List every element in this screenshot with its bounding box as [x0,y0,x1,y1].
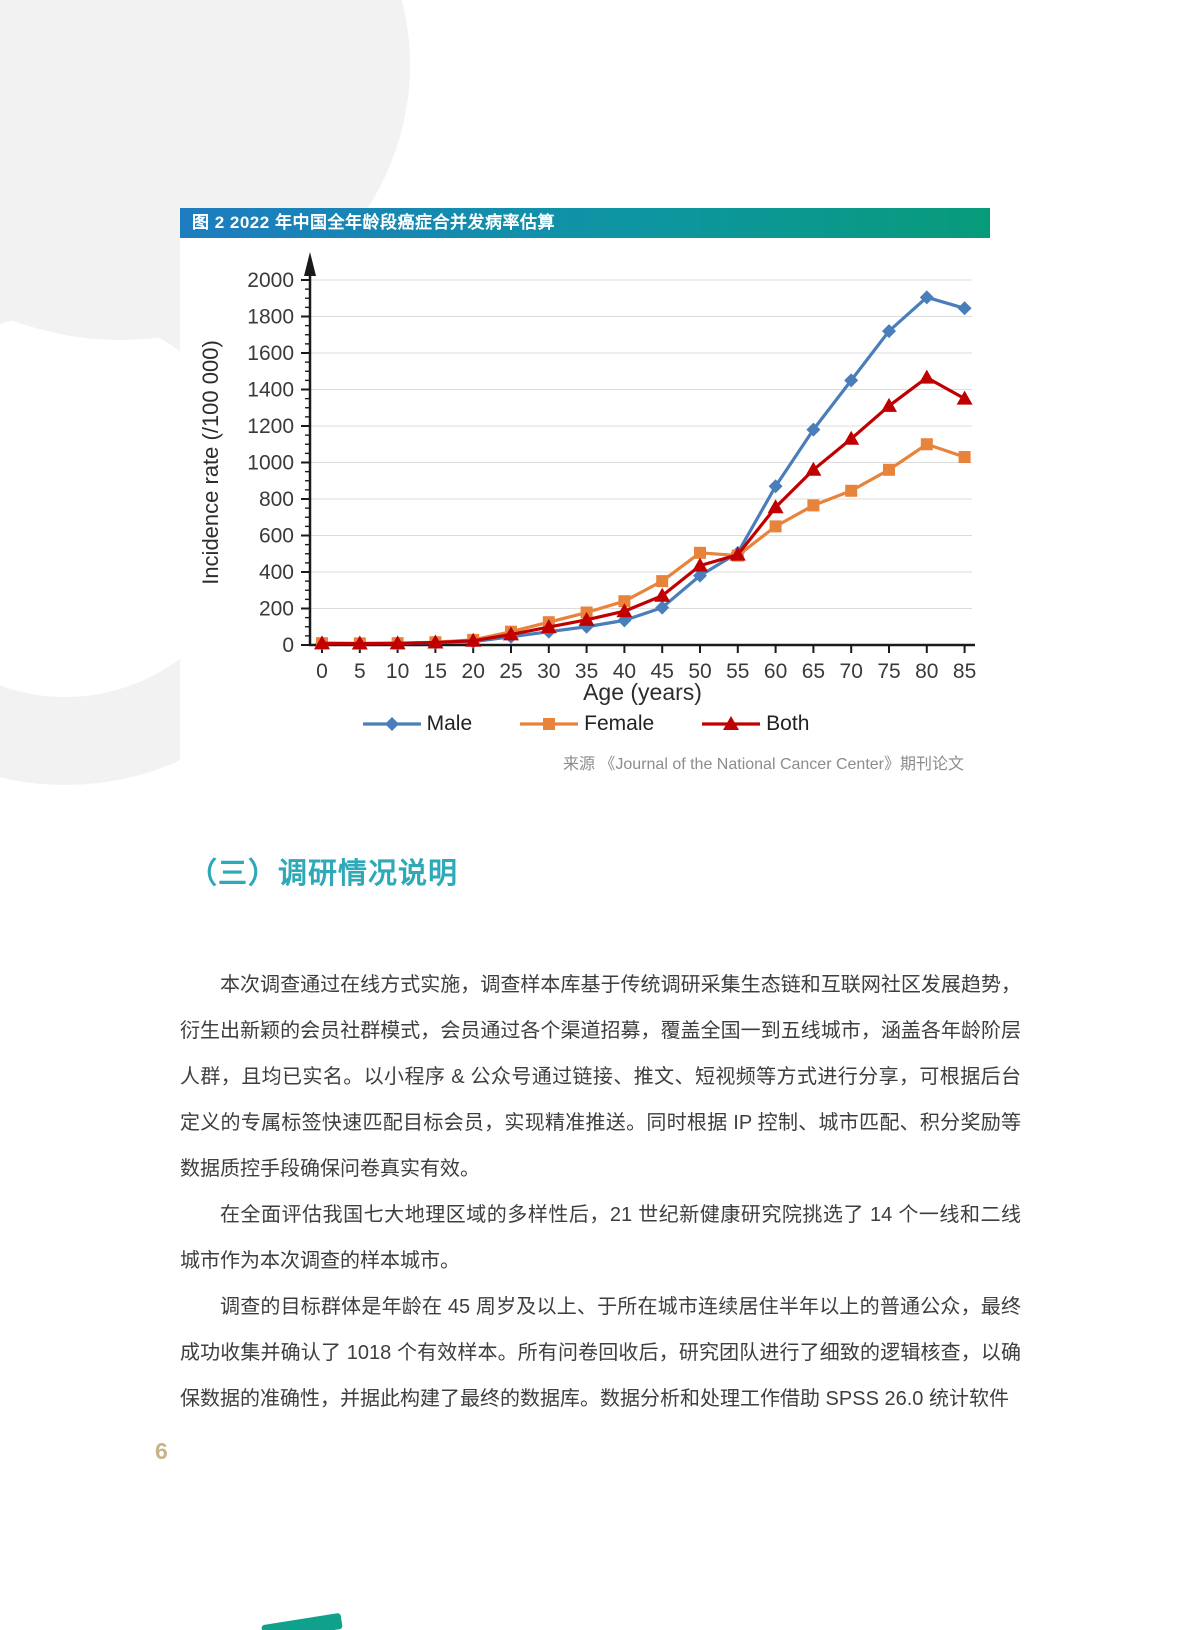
svg-text:400: 400 [259,561,294,584]
svg-text:1600: 1600 [247,342,294,365]
legend-item-female: Female [518,712,654,736]
svg-text:75: 75 [877,660,900,683]
svg-text:40: 40 [613,660,636,683]
svg-text:600: 600 [259,525,294,548]
y-axis-arrow-icon [304,252,316,276]
svg-text:2000: 2000 [247,269,294,292]
legend-label: Both [766,712,810,735]
x-tick-labels: 0 5 10 15 20 25 30 35 40 45 50 55 60 65 70 75 80 85 [316,645,976,683]
svg-text:1200: 1200 [247,415,294,438]
legend-item-male: Male [361,712,473,736]
svg-text:60: 60 [764,660,787,683]
svg-text:25: 25 [499,660,522,683]
legend-label: Male [426,712,473,735]
figure-block: 图 2 2022 年中国全年龄段癌症合并发病率估算 0 200 400 600 800 1… [180,208,990,784]
svg-text:10: 10 [386,660,409,683]
paragraph-sample-cities: 在全面评估我国七大地理区域的多样性后，21 世纪新健康研究院挑选了 14 个一线… [180,1204,1021,1272]
svg-text:45: 45 [651,660,674,683]
body-text-block: 本次调查通过在线方式实施，调查样本库基于传统调研采集生态链和互联网社区发展趋势，… [180,962,1021,1422]
svg-text:80: 80 [915,660,938,683]
series-female [316,438,971,650]
svg-text:800: 800 [259,488,294,511]
svg-text:0: 0 [316,660,328,683]
series-both [314,369,973,650]
page-number: 6 [155,1438,168,1464]
svg-text:20: 20 [462,660,485,683]
svg-text:70: 70 [840,660,863,683]
paragraph-survey-method: 本次调查通过在线方式实施，调查样本库基于传统调研采集生态链和互联网社区发展趋势，… [180,974,1021,1180]
svg-text:50: 50 [688,660,711,683]
axes [304,252,975,647]
y-axis-title: Incidence rate (/100 000) [198,340,223,585]
y-gridlines [310,279,972,609]
svg-text:15: 15 [424,660,447,683]
svg-text:35: 35 [575,660,598,683]
svg-text:85: 85 [953,660,976,683]
svg-text:5: 5 [354,660,366,683]
svg-text:55: 55 [726,660,749,683]
svg-text:200: 200 [259,598,294,621]
section-heading: （三）调研情况说明 [188,858,459,890]
x-axis-title: Age (years) [583,679,702,705]
figure-source-caption: 来源 《Journal of the National Cancer Cente… [562,756,964,773]
svg-text:1000: 1000 [247,452,294,475]
svg-text:65: 65 [802,660,825,683]
diamond-marker-icon [362,717,421,731]
triangle-marker-icon [702,716,761,730]
paragraph-target-group: 调查的目标群体是年龄在 45 周岁及以上、于所在城市连续居住半年以上的普通公众，… [180,1296,1021,1410]
legend-label: Female [584,712,655,735]
legend-item-both: Both [700,712,809,736]
y-tick-labels: 0 200 400 600 800 1000 1200 1400 1600 1800 2000 [247,269,310,657]
svg-text:1800: 1800 [247,306,294,329]
svg-text:1400: 1400 [247,379,294,402]
figure-title-bar: 图 2 2022 年中国全年龄段癌症合并发病率估算 [180,208,990,238]
svg-text:0: 0 [282,634,294,657]
chart-legend: Male Female Both [180,710,990,738]
svg-text:30: 30 [537,660,560,683]
square-marker-icon [520,718,579,730]
series-male [315,290,972,651]
